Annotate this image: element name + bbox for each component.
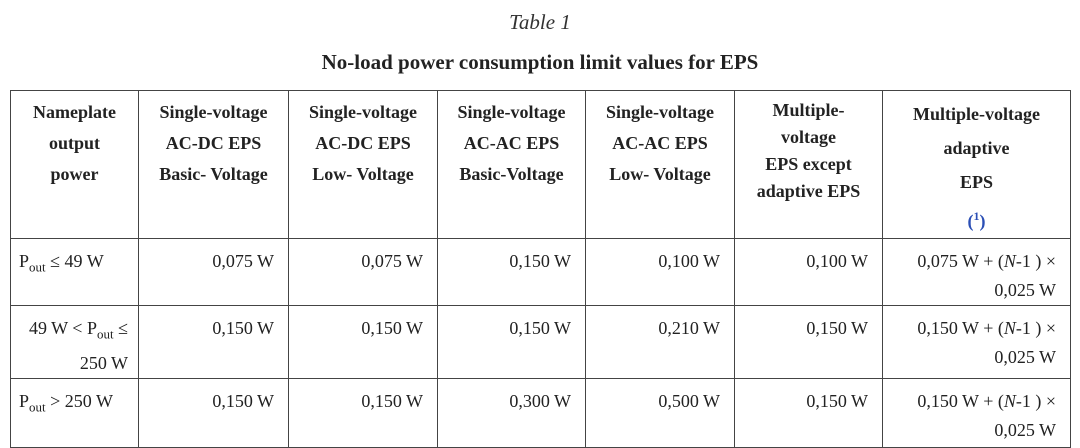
formula-cell: 0,150 W + (N-1 ) × 0,025 W: [882, 377, 1071, 448]
cell-text: 0,150 W + (: [917, 318, 1004, 338]
power-cell: Pout > 250 W: [10, 377, 139, 448]
table-row: Pout > 250 W 0,150 W 0,150 W 0,300 W 0,500 W…: [10, 377, 1071, 448]
limits-table: Nameplate output power Single-voltage AC-DC …: [10, 90, 1071, 448]
value-cell: 0,075 W: [288, 238, 438, 306]
header-text: EPS: [959, 172, 993, 192]
cell-text: 0,025 W: [994, 419, 1056, 440]
header-line: EPS (1): [891, 165, 1062, 238]
table-label: Table 1: [509, 10, 571, 34]
cell-text: -1 ) ×: [1015, 390, 1056, 411]
header-cell: Single-voltage AC-AC EPS Basic-Voltage: [437, 90, 586, 239]
header-line: Single-voltage: [606, 102, 714, 122]
header-line: Multiple-: [772, 100, 845, 120]
value-cell: 0,075 W: [138, 238, 289, 306]
header-cell: Multiple-voltage adaptive EPS (1): [882, 90, 1071, 239]
header-cell: Single-voltage AC-DC EPS Low- Voltage: [288, 90, 438, 239]
value-cell: 0,150 W: [734, 377, 883, 448]
cell-text: > 250 W: [50, 390, 113, 411]
cell-text: -1 ) ×: [1015, 318, 1056, 338]
header-line: power: [50, 164, 99, 184]
subscript: out: [29, 399, 46, 415]
header-line: Low- Voltage: [312, 164, 414, 184]
table-row: 49 W < Pout ≤ 250 W 0,150 W 0,150 W 0,150 W…: [10, 305, 1071, 379]
cell-text: P: [19, 390, 30, 411]
cell-text: 0,025 W: [994, 347, 1056, 367]
value-cell: 0,150 W: [288, 377, 438, 448]
header-line: adaptive: [943, 138, 1010, 158]
value-cell: 0,100 W: [734, 238, 883, 306]
header-cell: Nameplate output power: [10, 90, 139, 239]
header-line: Single-voltage: [309, 102, 417, 122]
value-cell: 0,150 W: [734, 305, 883, 379]
value-cell: 0,150 W: [138, 377, 289, 448]
cell-text: 49 W < P: [28, 318, 97, 338]
value-cell: 0,210 W: [585, 305, 735, 379]
header-cell: Single-voltage AC-AC EPS Low- Voltage: [585, 90, 735, 239]
header-line: adaptive EPS: [756, 181, 861, 201]
cell-text: P: [19, 251, 30, 271]
page: {"caption": {"label": "Table 1", "title"…: [10, 10, 1071, 448]
header-line: Single-voltage: [457, 102, 566, 122]
power-cell: Pout ≤ 49 W: [10, 238, 139, 306]
cell-text: ≤ 49 W: [50, 251, 104, 271]
footnote-paren: (: [967, 211, 974, 231]
formula-cell: 0,075 W + (N-1 ) × 0,025 W: [882, 238, 1071, 306]
subscript: out: [96, 326, 114, 342]
header-line: Basic- Voltage: [159, 164, 268, 184]
header-line: Multiple-voltage: [913, 104, 1040, 124]
header-line: voltage: [781, 127, 836, 147]
header-line: output: [48, 133, 101, 153]
value-cell: 0,150 W: [437, 238, 586, 306]
formula-cell: 0,150 W + (N-1 ) × 0,025 W: [882, 305, 1071, 379]
subscript: out: [29, 259, 46, 275]
variable: N: [1003, 251, 1016, 271]
header-line: Nameplate: [33, 102, 116, 122]
header-line: EPS except: [765, 154, 852, 174]
cell-text: 0,025 W: [994, 280, 1056, 300]
header-line: AC-AC EPS: [612, 133, 708, 153]
variable: N: [1003, 390, 1016, 411]
header-line: Single-voltage: [159, 102, 268, 122]
header-line: Basic-Voltage: [459, 164, 564, 184]
cell-text: 0,075 W + (: [917, 251, 1004, 271]
value-cell: 0,150 W: [288, 305, 438, 379]
value-cell: 0,150 W: [437, 305, 586, 379]
table-title: No-load power consumption limit values f…: [321, 50, 759, 74]
header-line: AC-AC EPS: [463, 133, 560, 153]
header-line: Low- Voltage: [609, 164, 711, 184]
value-cell: 0,500 W: [585, 377, 735, 448]
cell-text: -1 ) ×: [1015, 251, 1056, 271]
header-cell: Single-voltage AC-DC EPS Basic- Voltage: [138, 90, 289, 239]
cell-text: ≤ 250 W: [79, 318, 128, 373]
header-line: AC-DC EPS: [315, 133, 411, 153]
cell-text: 0,150 W + (: [917, 390, 1004, 411]
header-cell: Multiple-voltage EPS except adaptive EPS: [734, 90, 883, 239]
variable: N: [1003, 318, 1016, 338]
footnote-ref: 1: [973, 209, 980, 223]
power-cell: 49 W < Pout ≤ 250 W: [10, 305, 139, 379]
header-line: AC-DC EPS: [165, 133, 262, 153]
value-cell: 0,100 W: [585, 238, 735, 306]
value-cell: 0,300 W: [437, 377, 586, 448]
value-cell: 0,150 W: [138, 305, 289, 379]
footnote-paren: ): [979, 211, 986, 231]
